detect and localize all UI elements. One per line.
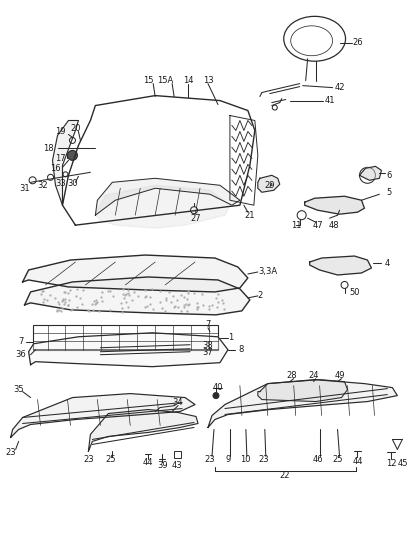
Text: 16: 16 [50, 164, 61, 173]
Text: 41: 41 [323, 96, 334, 105]
Text: 6: 6 [386, 171, 391, 180]
Polygon shape [52, 121, 78, 205]
Text: 8: 8 [237, 345, 243, 354]
Text: 45: 45 [397, 459, 408, 468]
Polygon shape [11, 394, 195, 437]
Text: 13: 13 [202, 76, 213, 85]
Text: 21: 21 [244, 211, 254, 220]
Circle shape [67, 151, 77, 160]
Text: 15A: 15A [157, 76, 173, 85]
Text: 50: 50 [349, 288, 359, 298]
Polygon shape [304, 196, 363, 214]
Text: 32: 32 [37, 181, 48, 190]
Text: 40: 40 [212, 383, 223, 392]
Polygon shape [207, 380, 396, 428]
Text: 23: 23 [83, 455, 93, 464]
Text: 48: 48 [328, 221, 338, 230]
Text: 15: 15 [142, 76, 153, 85]
Text: 20: 20 [70, 124, 81, 133]
Text: 37: 37 [202, 348, 212, 357]
Text: 11: 11 [291, 221, 301, 230]
Text: 29: 29 [264, 181, 274, 190]
Text: 44: 44 [142, 458, 153, 467]
Text: 39: 39 [157, 461, 167, 470]
Text: 23: 23 [258, 455, 268, 464]
Text: 34: 34 [172, 398, 183, 407]
Text: 9: 9 [225, 455, 230, 464]
Text: 1: 1 [228, 333, 233, 342]
Polygon shape [23, 255, 247, 292]
Polygon shape [24, 277, 249, 315]
Bar [33, 325, 217, 350]
Text: 42: 42 [333, 83, 344, 92]
Polygon shape [358, 166, 380, 180]
Polygon shape [88, 409, 197, 451]
Text: 23: 23 [5, 448, 16, 457]
Text: 23: 23 [204, 455, 215, 464]
Text: 44: 44 [351, 457, 362, 466]
Text: 4: 4 [384, 259, 389, 267]
Text: 22: 22 [279, 471, 289, 480]
Text: 28: 28 [286, 371, 296, 380]
Polygon shape [95, 178, 239, 215]
Text: 35: 35 [13, 385, 24, 394]
Text: 24: 24 [308, 371, 318, 380]
Text: 5: 5 [386, 188, 391, 197]
Text: 10: 10 [239, 455, 249, 464]
Text: 7: 7 [18, 337, 23, 346]
Text: 43: 43 [171, 461, 182, 470]
Polygon shape [309, 256, 370, 275]
Text: 27: 27 [190, 214, 201, 223]
Text: 7: 7 [205, 320, 210, 329]
Circle shape [212, 393, 218, 399]
Text: 46: 46 [311, 455, 322, 464]
Polygon shape [257, 380, 347, 401]
Text: 26: 26 [351, 38, 362, 47]
Text: 18: 18 [43, 144, 54, 153]
Text: 31: 31 [19, 184, 30, 193]
Polygon shape [257, 175, 279, 192]
Text: 36: 36 [15, 350, 26, 359]
Polygon shape [95, 185, 229, 228]
Text: 30: 30 [67, 179, 78, 188]
Text: 17: 17 [55, 154, 66, 163]
Text: 25: 25 [105, 455, 115, 464]
Text: 49: 49 [333, 371, 344, 380]
Text: 47: 47 [311, 221, 322, 230]
Text: 38: 38 [202, 341, 212, 350]
Text: 14: 14 [183, 76, 193, 85]
Polygon shape [28, 333, 228, 367]
Bar [174, 451, 180, 458]
Text: 12: 12 [385, 459, 396, 468]
Text: 19: 19 [55, 127, 66, 136]
Text: 33: 33 [55, 179, 66, 188]
Text: 2: 2 [257, 292, 262, 300]
Text: 25: 25 [332, 455, 342, 464]
Text: 3,3A: 3,3A [257, 267, 276, 277]
